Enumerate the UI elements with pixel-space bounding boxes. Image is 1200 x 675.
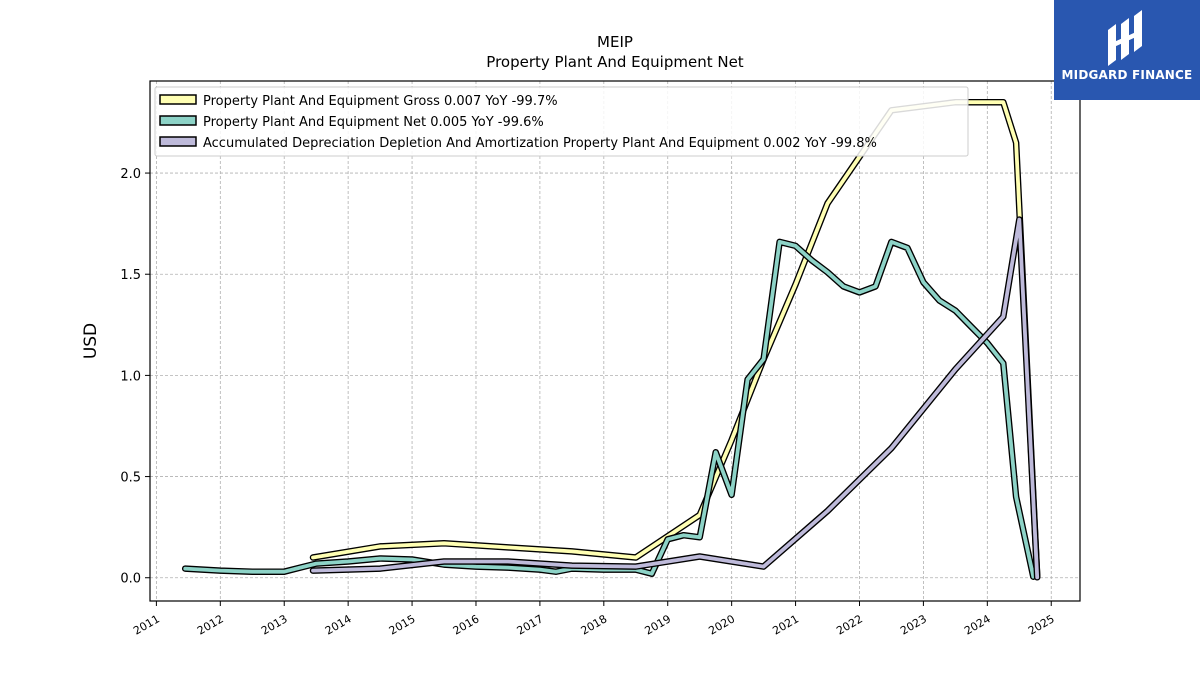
y-axis: 0.0 0.5 1.0 1.5 2.0 <box>120 167 150 587</box>
series-stroke <box>311 217 1040 580</box>
x-tick-label: 2023 <box>898 612 929 637</box>
series-stroke <box>183 239 1036 579</box>
x-axis: 2011 2012 2013 2014 2015 2016 2017 2018 2019 2020… <box>131 601 1057 638</box>
logo-mark-icon <box>1108 10 1142 66</box>
y-tick-label: 0.0 <box>120 572 141 587</box>
x-tick-label: 2016 <box>451 612 482 637</box>
legend-swatch-net <box>159 115 197 126</box>
legend-label-net: Property Plant And Equipment Net 0.005 Y… <box>203 115 544 130</box>
legend: Property Plant And Equipment Gross 0.007… <box>154 86 969 157</box>
y-tick-label: 2.0 <box>120 167 141 182</box>
x-tick-label: 2012 <box>195 612 226 637</box>
series-lines <box>181 98 1041 581</box>
x-tick-label: 2025 <box>1026 612 1057 637</box>
x-tick-label: 2024 <box>962 612 993 637</box>
x-tick-label: 2017 <box>515 612 546 637</box>
series-outline <box>181 238 1037 580</box>
legend-label-accumulated-depreciation: Accumulated Depreciation Depletion And A… <box>203 136 877 151</box>
logo-text: MIDGARD FINANCE <box>1061 68 1193 82</box>
x-tick-label: 2021 <box>770 612 801 637</box>
x-tick-label: 2011 <box>131 612 162 637</box>
legend-label-gross: Property Plant And Equipment Gross 0.007… <box>203 94 558 109</box>
x-tick-label: 2018 <box>579 612 610 637</box>
y-tick-label: 1.5 <box>120 268 141 283</box>
legend-item-gross: Property Plant And Equipment Gross 0.007… <box>159 94 558 109</box>
y-tick-label: 1.0 <box>120 369 141 384</box>
legend-swatch-gross <box>159 94 197 105</box>
legend-item-net: Property Plant And Equipment Net 0.005 Y… <box>159 115 544 130</box>
x-tick-label: 2019 <box>642 612 673 637</box>
legend-swatch-accumulated-depreciation <box>159 136 197 147</box>
x-tick-label: 2014 <box>323 612 354 637</box>
chart-title: MEIP <box>597 33 633 51</box>
series-line-accumulated-depreciation <box>309 216 1041 581</box>
midgard-finance-logo: MIDGARD FINANCE <box>1054 0 1200 100</box>
x-tick-label: 2013 <box>259 612 290 637</box>
plot-frame <box>149 80 1081 602</box>
chart-subtitle: Property Plant And Equipment Net <box>486 53 743 71</box>
legend-item-accumulated-depreciation: Accumulated Depreciation Depletion And A… <box>159 136 877 151</box>
y-axis-label: USD <box>81 323 101 359</box>
grid <box>150 81 1080 601</box>
legend-box <box>154 86 969 157</box>
x-tick-label: 2022 <box>834 612 865 637</box>
x-tick-label: 2020 <box>706 612 737 637</box>
series-line-net <box>181 238 1037 580</box>
x-tick-label: 2015 <box>387 612 418 637</box>
series-outline <box>309 216 1041 581</box>
y-tick-label: 0.5 <box>120 471 141 486</box>
